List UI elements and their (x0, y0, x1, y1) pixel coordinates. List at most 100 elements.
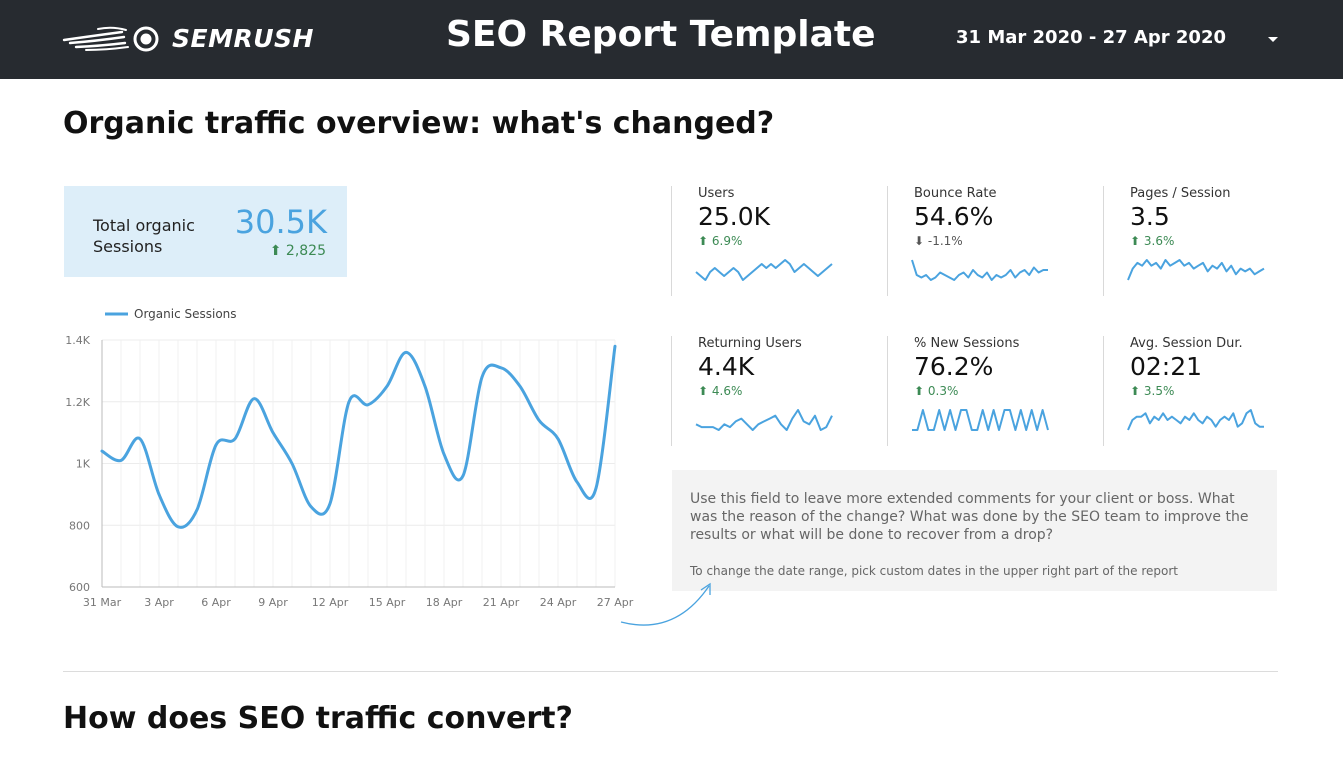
scorecard-delta-value: 4.6% (711, 384, 743, 398)
data-point[interactable] (214, 443, 219, 448)
scorecard-delta-pages-session: ⬆ 3.6% (1130, 234, 1174, 248)
data-point[interactable] (138, 436, 143, 441)
section-title-overview: Organic traffic overview: what's changed… (63, 106, 775, 141)
arrow-up-icon: ⬆ (914, 384, 925, 398)
comment-text: Use this field to leave more extended co… (690, 491, 1249, 543)
data-point[interactable] (100, 449, 105, 454)
section-title-conversion: How does SEO traffic convert? (63, 701, 573, 736)
x-tick-label: 6 Apr (201, 596, 231, 609)
arrow-up-icon: ⬆ (698, 384, 709, 398)
sparkline-path (1127, 259, 1265, 281)
x-tick-label: 9 Apr (258, 596, 288, 609)
sparkline-path (911, 259, 1048, 281)
sparkline-path (1127, 409, 1264, 431)
scorecard-value-avg-session-dur: 02:21 (1130, 352, 1203, 381)
data-point[interactable] (176, 524, 181, 529)
series-line-organic-sessions[interactable] (100, 344, 617, 529)
data-point[interactable] (290, 461, 295, 466)
scorecard: Returning Users 4.4K ⬆ 4.6% (671, 336, 881, 446)
date-range-note: To change the date range, pick custom da… (690, 564, 1178, 578)
data-point[interactable] (518, 384, 523, 389)
legend-label-organic-sessions: Organic Sessions (134, 307, 237, 321)
data-point[interactable] (195, 507, 200, 512)
arrow-up-icon: ⬆ (1130, 234, 1141, 248)
sparkline-path (695, 259, 833, 281)
sparkline-users (695, 259, 833, 281)
x-tick-label: 24 Apr (540, 596, 577, 609)
data-point[interactable] (480, 375, 485, 380)
sparkline-path (912, 409, 1049, 431)
scorecard-delta-returning-users: ⬆ 4.6% (698, 384, 742, 398)
brand-logo[interactable]: SEMRUSH (62, 22, 324, 56)
scorecard: Bounce Rate 54.6% ⬇ -1.1% (887, 186, 1097, 296)
data-point[interactable] (613, 344, 618, 349)
data-point[interactable] (423, 384, 428, 389)
scorecard-delta-value: -1.1% (927, 234, 963, 248)
report-title: SEO Report Template (446, 14, 876, 55)
sparkline-avg-session-dur (1127, 409, 1264, 431)
data-point[interactable] (442, 452, 447, 457)
scorecard-label-returning-users: Returning Users (698, 336, 802, 351)
data-point[interactable] (404, 350, 409, 355)
total-sessions-label: Total organic Sessions (93, 216, 195, 256)
x-tick-label: 31 Mar (83, 596, 122, 609)
total-sessions-value: 30.5K (234, 203, 327, 241)
data-point[interactable] (233, 436, 238, 441)
scorecard-value-pages-session: 3.5 (1130, 202, 1170, 231)
chart-y-axis: 600 800 1K 1.2K 1.4K (65, 334, 90, 594)
data-point[interactable] (119, 458, 124, 463)
chart-legend[interactable]: Organic Sessions (105, 307, 237, 321)
comment-box: Use this field to leave more extended co… (672, 470, 1277, 591)
sparkline-pages-session (1127, 259, 1265, 281)
sparkline-returning-users (695, 409, 833, 431)
data-point[interactable] (385, 384, 390, 389)
chart-x-axis: 31 Mar 3 Apr 6 Apr 9 Apr 12 Apr 15 Apr 18 Apr 2… (83, 596, 634, 609)
scorecard-label-bounce-rate: Bounce Rate (914, 186, 997, 201)
data-point[interactable] (157, 492, 162, 497)
data-point[interactable] (556, 436, 561, 441)
scorecard: % New Sessions 76.2% ⬆ 0.3% (887, 336, 1097, 446)
data-point[interactable] (461, 473, 466, 478)
total-sessions-card: Total organic Sessions 30.5K ⬆ 2,825 (64, 186, 347, 277)
organic-sessions-chart[interactable]: 600 800 1K 1.2K 1.4K 31 Mar 3 Apr 6 Apr 9 Apr 12… (60, 300, 650, 620)
y-tick-label: 1.4K (65, 334, 90, 347)
arrow-up-icon: ⬆ (1130, 384, 1141, 398)
caret-down-icon[interactable] (1268, 37, 1278, 42)
scorecard-delta-bounce-rate: ⬇ -1.1% (914, 234, 963, 248)
data-point[interactable] (309, 504, 314, 509)
arrow-up-icon: ⬆ (269, 243, 282, 259)
data-point[interactable] (575, 480, 580, 485)
data-point[interactable] (537, 418, 542, 423)
chart-grid (101, 339, 616, 588)
data-point[interactable] (594, 486, 599, 491)
scorecard: Avg. Session Dur. 02:21 ⬆ 3.5% (1103, 336, 1313, 446)
x-tick-label: 18 Apr (426, 596, 463, 609)
scorecard-delta-value: 3.6% (1143, 234, 1175, 248)
sparkline-new-sessions (912, 409, 1049, 431)
x-tick-label: 21 Apr (483, 596, 520, 609)
data-point[interactable] (271, 430, 276, 435)
scorecard-delta-avg-session-dur: ⬆ 3.5% (1130, 384, 1174, 398)
x-tick-label: 12 Apr (312, 596, 349, 609)
scorecard-value-new-sessions: 76.2% (914, 352, 994, 381)
curved-arrow-icon (620, 582, 711, 626)
data-point[interactable] (499, 365, 504, 370)
data-point[interactable] (366, 402, 371, 407)
chart-points (100, 344, 618, 530)
arrow-down-icon: ⬇ (914, 234, 925, 248)
scorecard-label-users: Users (698, 186, 735, 201)
date-range-picker[interactable]: 31 Mar 2020 - 27 Apr 2020 (956, 27, 1226, 48)
scorecard: Pages / Session 3.5 ⬆ 3.6% (1103, 186, 1313, 296)
scorecard-value-bounce-rate: 54.6% (914, 202, 994, 231)
data-point[interactable] (252, 396, 257, 401)
total-sessions-delta: ⬆ 2,825 (270, 243, 326, 259)
data-point[interactable] (328, 501, 333, 506)
x-tick-label: 3 Apr (144, 596, 174, 609)
data-point[interactable] (347, 399, 352, 404)
scorecard-value-returning-users: 4.4K (698, 352, 755, 381)
scorecard-delta-value: 0.3% (927, 384, 959, 398)
y-tick-label: 800 (69, 519, 90, 532)
scorecard-label-pages-session: Pages / Session (1130, 186, 1231, 201)
scorecard: Users 25.0K ⬆ 6.9% (671, 186, 881, 296)
scorecard-delta-users: ⬆ 6.9% (698, 234, 742, 248)
